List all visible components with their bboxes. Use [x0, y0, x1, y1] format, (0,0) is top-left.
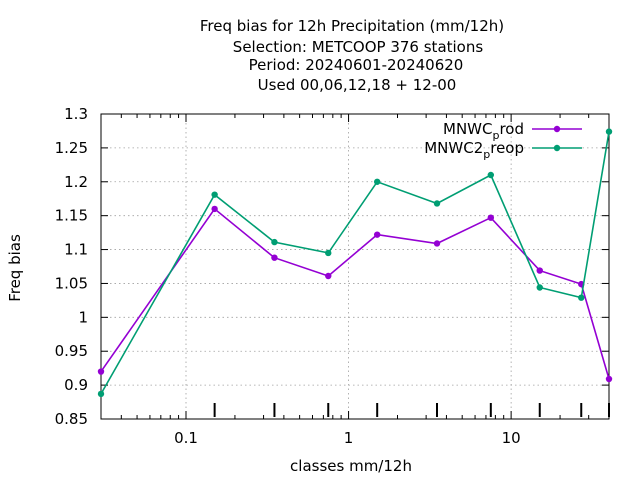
- y-tick-label: 1.1: [64, 241, 88, 259]
- title-line-2: Selection: METCOOP 376 stations: [233, 38, 484, 56]
- series-2-point: [211, 191, 218, 198]
- y-tick-label: 1.15: [55, 207, 88, 225]
- series-2-point: [325, 249, 332, 257]
- series-2-line: [100, 131, 610, 395]
- y-tick-label: 0.85: [55, 410, 88, 428]
- series-1-point: [97, 368, 105, 375]
- y-axis-label: Freq bias: [6, 234, 24, 302]
- series-1-point: [373, 231, 381, 238]
- series-1-point: [271, 254, 278, 261]
- x-tick-label: 1: [344, 429, 354, 447]
- legend-label-1: MNWCprod: [443, 120, 524, 142]
- series-1-point: [487, 214, 495, 221]
- title-line-3: Period: 20240601-20240620: [249, 56, 464, 74]
- series-1-point: [211, 205, 218, 213]
- title-line-1: Freq bias for 12h Precipitation (mm/12h): [200, 17, 504, 35]
- series-1-point: [325, 272, 332, 280]
- series-2-point: [578, 294, 585, 301]
- title-line-4: Used 00,06,12,18 + 12-00: [258, 76, 457, 94]
- grid: [101, 114, 609, 419]
- series-layer: [97, 128, 613, 398]
- legend-label-2: MNWC2preop: [424, 139, 524, 161]
- series-2-point: [536, 284, 543, 291]
- series-2-point: [97, 390, 105, 398]
- series-1-point: [605, 375, 613, 383]
- series-2-point: [373, 178, 381, 185]
- y-tick-label: 1.05: [55, 274, 88, 292]
- series-2-point: [605, 128, 613, 135]
- series-2-point: [271, 238, 278, 246]
- x-axis-label: classes mm/12h: [290, 457, 412, 475]
- y-tick-label: 1.3: [64, 105, 88, 123]
- series-1-point: [433, 240, 441, 247]
- y-tick-label: 0.95: [55, 342, 88, 360]
- legend-marker-1: [553, 125, 561, 133]
- x-tick-label: 0.1: [174, 429, 198, 447]
- axes: 0.85 0.9 0.95 1 1.05 1.1 1.15 1.2 1.25 1.3 0.1 1 10: [55, 105, 610, 447]
- series-2-point: [433, 200, 441, 207]
- series-1-point: [536, 267, 543, 274]
- x-tick-label: 10: [502, 429, 521, 447]
- y-tick-label: 1.2: [64, 173, 88, 191]
- chart-title: Freq bias for 12h Precipitation (mm/12h)…: [200, 17, 504, 94]
- y-tick-label: 1.25: [55, 139, 88, 157]
- legend-marker-2: [553, 144, 561, 152]
- series-1-line: [100, 207, 610, 380]
- series-2-point: [487, 171, 495, 179]
- plot-frame: [100, 113, 610, 420]
- y-tick-label: 0.9: [64, 376, 88, 394]
- y-tick-label: 1: [78, 308, 88, 326]
